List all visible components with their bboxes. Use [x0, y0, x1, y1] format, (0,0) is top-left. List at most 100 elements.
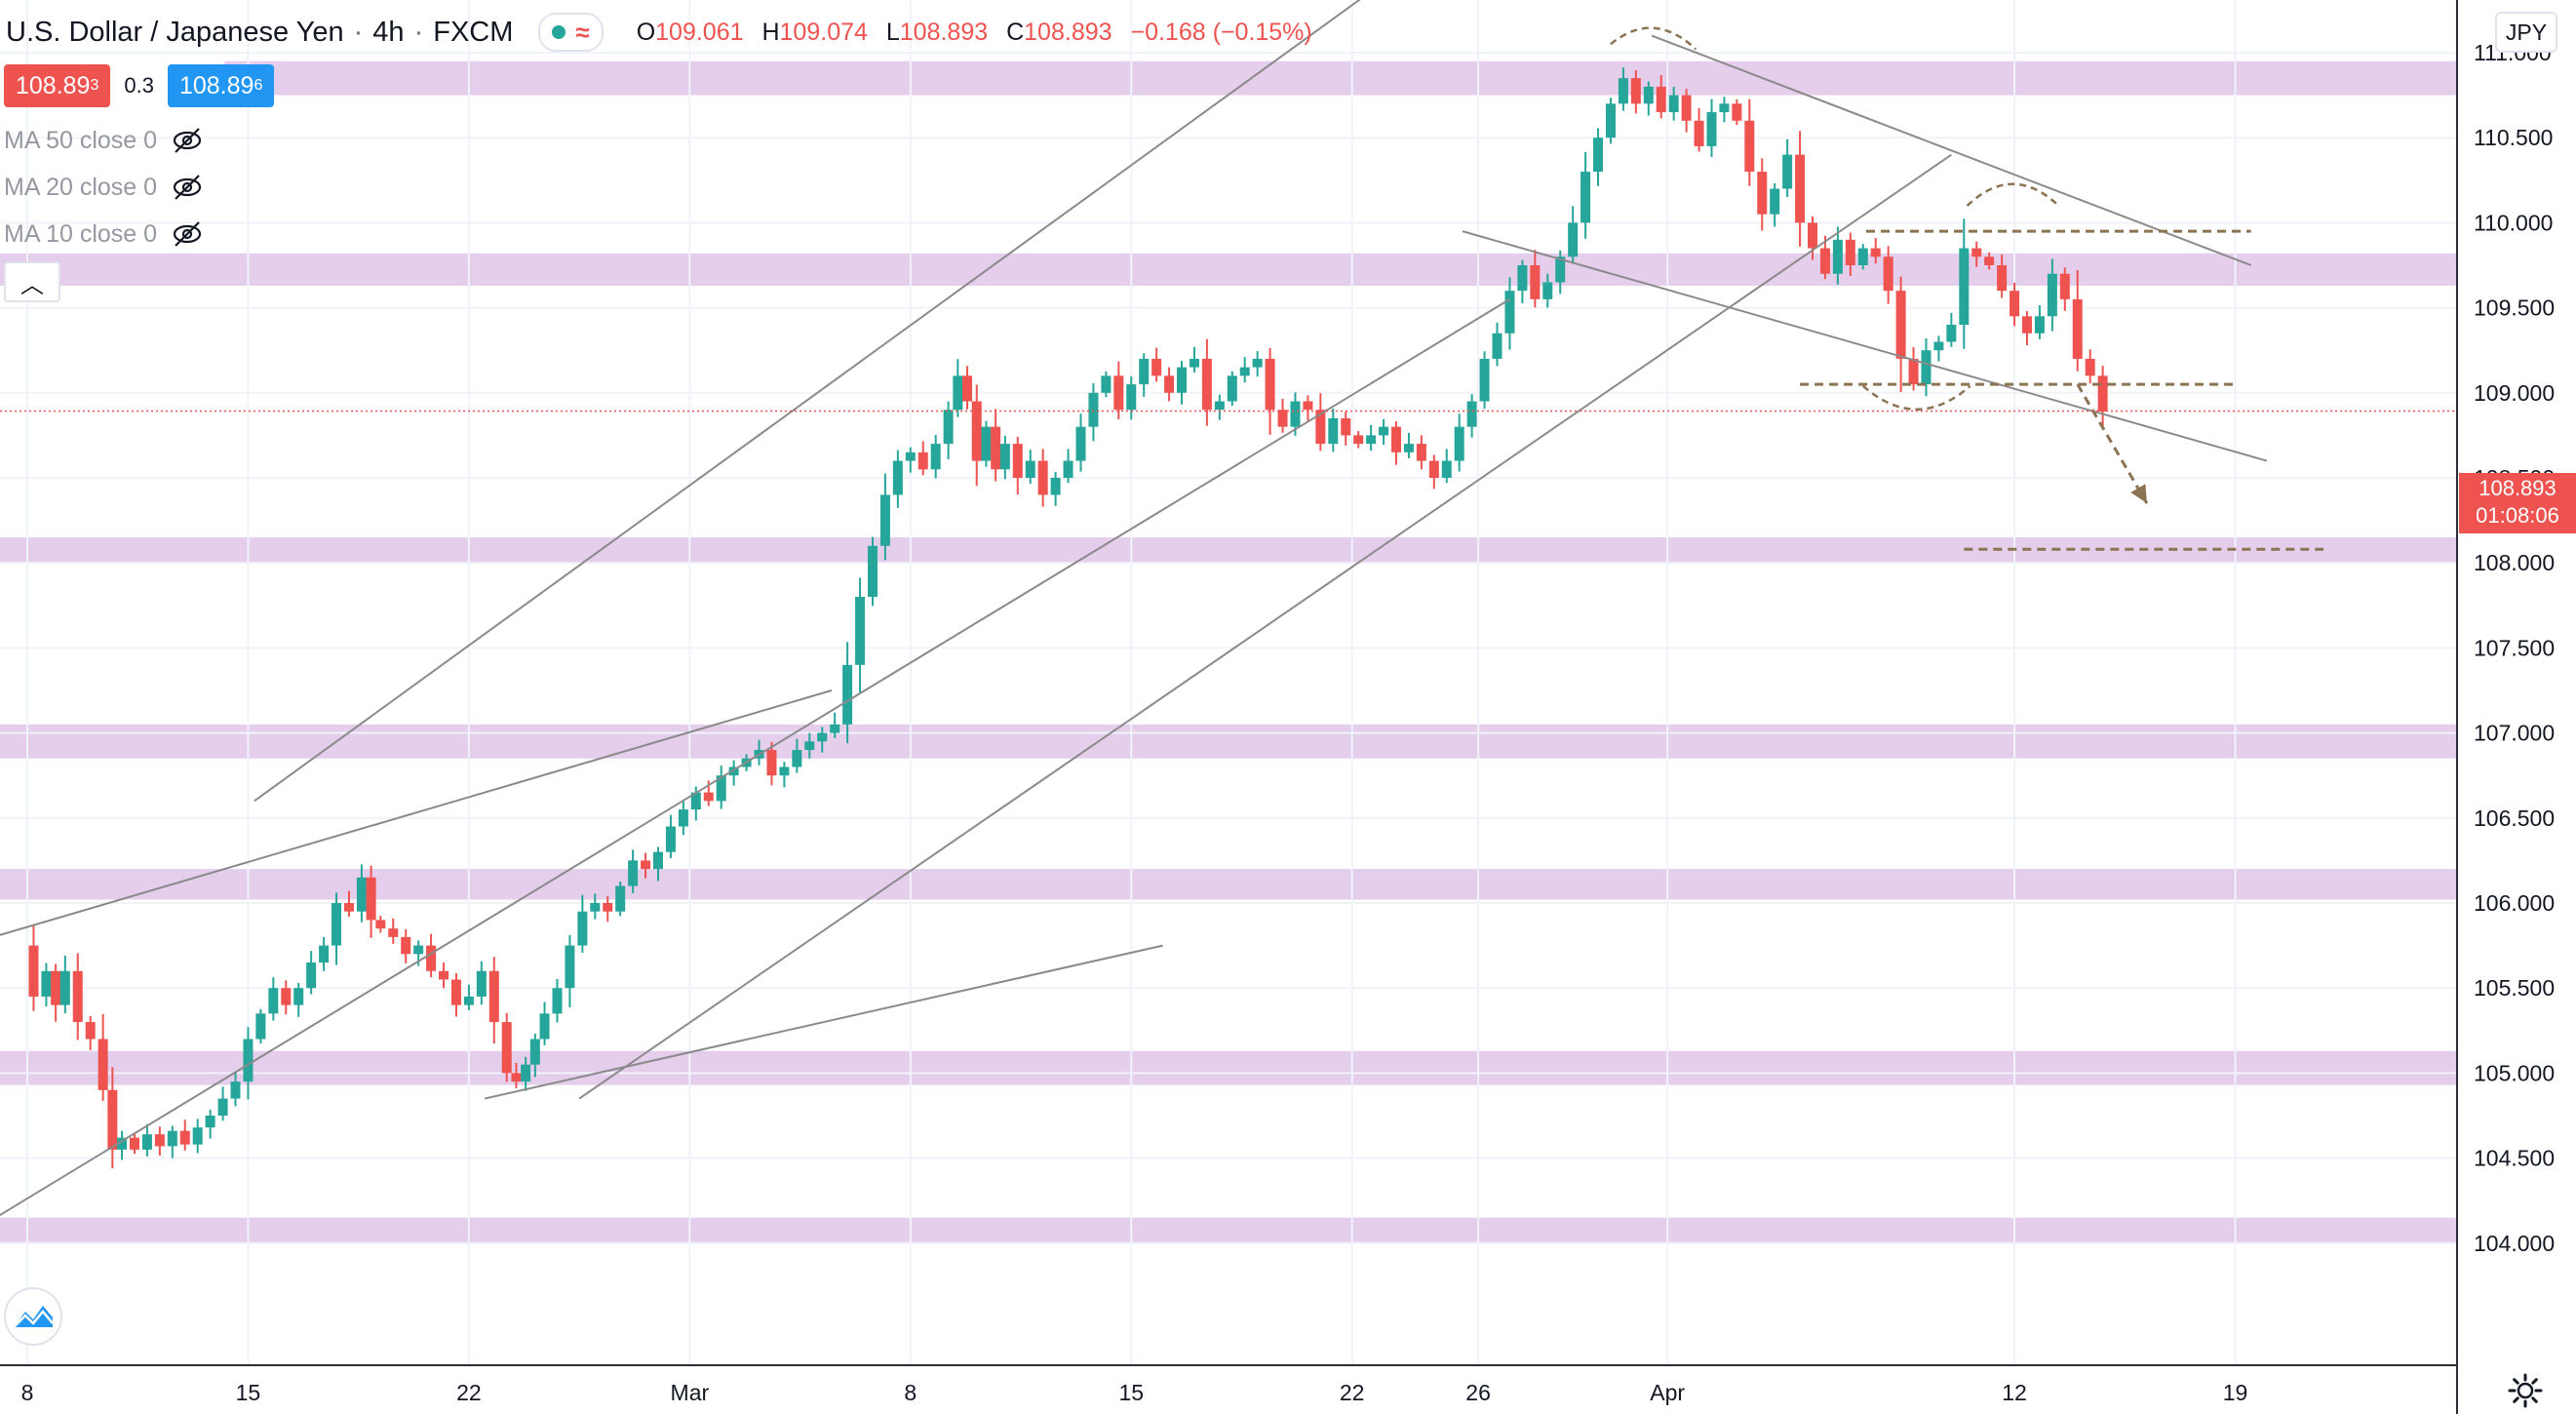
candle-body	[552, 988, 563, 1014]
candle-body	[1895, 291, 1906, 359]
candle-body	[281, 988, 292, 1005]
candle-body	[28, 945, 39, 997]
buy-price-button[interactable]: 108.89 6	[167, 64, 275, 107]
candle-body	[1063, 460, 1073, 478]
candle-body	[2072, 298, 2083, 359]
candle-body	[830, 724, 840, 733]
candle-body	[1227, 375, 1237, 402]
candle-body	[51, 970, 61, 1005]
symbol-name[interactable]: U.S. Dollar / Japanese Yen	[6, 16, 344, 48]
candle-body	[375, 920, 386, 929]
candle-body	[804, 741, 815, 751]
time-tick-label: 22	[1340, 1380, 1365, 1405]
candle-body	[991, 426, 1001, 470]
candle-body	[1719, 103, 1730, 113]
candle-body	[905, 452, 916, 461]
candle-body	[867, 545, 878, 598]
candle-body	[141, 1134, 152, 1150]
time-tick-label: 12	[2002, 1380, 2027, 1405]
sell-price-button[interactable]: 108.89 3	[4, 64, 111, 107]
indicator-ma20[interactable]: MA 20 close 0	[4, 168, 204, 207]
candle-body	[2034, 316, 2045, 334]
candle-body	[1971, 248, 1982, 257]
candle-body	[855, 597, 866, 665]
indicator-ma10[interactable]: MA 10 close 0	[4, 215, 204, 254]
high-value: 109.074	[779, 18, 868, 46]
candle-body	[766, 750, 777, 776]
candle-body	[1189, 358, 1199, 368]
low-label: L	[885, 18, 900, 46]
candle-body	[603, 903, 613, 912]
candle-body	[1479, 358, 1490, 402]
collapse-legend-button[interactable]: ︿	[4, 261, 60, 302]
open-value: 109.061	[655, 18, 744, 46]
candle-body	[539, 1013, 550, 1040]
candle-body	[450, 979, 461, 1005]
candle-body	[917, 452, 928, 470]
eye-off-icon[interactable]	[171, 219, 204, 249]
sr-zone	[0, 253, 2457, 286]
price-tick-label: 105.000	[2474, 1060, 2555, 1085]
trendline	[254, 0, 1361, 803]
candle-body	[1555, 256, 1566, 283]
time-tick-label: Apr	[1650, 1380, 1685, 1405]
candle-body	[1113, 375, 1124, 411]
candle-body	[41, 970, 52, 997]
candle-body	[1997, 265, 2008, 292]
market-status-badge[interactable]: ≈	[538, 13, 604, 52]
candle-body	[154, 1134, 165, 1147]
candle-body	[1403, 444, 1414, 452]
chevron-up-icon: ︿	[20, 271, 44, 298]
currency-unit-badge[interactable]: JPY	[2495, 12, 2557, 53]
interval-label[interactable]: 4h	[372, 16, 405, 48]
candle-body	[332, 903, 342, 946]
pattern-arc	[1966, 182, 2060, 207]
candle-body	[1366, 435, 1377, 445]
candle-body	[1643, 86, 1654, 104]
candle-body	[1454, 426, 1464, 461]
candle-body	[511, 1073, 522, 1082]
grid-lines	[0, 0, 2457, 1365]
candle-body	[1706, 112, 1717, 146]
candle-body	[1668, 95, 1679, 113]
candle-body	[1428, 460, 1439, 478]
eye-off-icon[interactable]	[171, 126, 204, 155]
candle-body	[892, 460, 903, 495]
indicator-ma50[interactable]: MA 50 close 0	[4, 121, 204, 160]
candle-body	[1782, 154, 1793, 189]
time-tick-label: 8	[904, 1380, 917, 1405]
candle-body	[1252, 358, 1263, 368]
candle-body	[1101, 375, 1112, 393]
candle-body	[463, 996, 474, 1005]
candle-body	[1530, 265, 1541, 299]
candle-body	[476, 970, 487, 997]
low-value: 108.893	[899, 18, 989, 46]
close-label: C	[1006, 18, 1025, 46]
tradingview-logo-icon[interactable]	[4, 1287, 62, 1346]
candle-body	[953, 375, 963, 411]
candle-body	[1542, 282, 1553, 299]
time-tick-label: 19	[2223, 1380, 2248, 1405]
candle-body	[529, 1039, 540, 1065]
candle-body	[1012, 444, 1023, 478]
gear-icon[interactable]	[2506, 1371, 2545, 1410]
candle-body	[1694, 120, 1704, 146]
candle-body	[665, 826, 676, 852]
close-value: 108.893	[1024, 18, 1112, 46]
candle-body	[243, 1039, 254, 1082]
candle-body	[356, 877, 367, 912]
candle-body	[1353, 435, 1364, 445]
candle-body	[388, 928, 399, 937]
spread-value: 0.3	[124, 73, 154, 98]
candle-body	[205, 1116, 215, 1128]
candle-body	[117, 1137, 128, 1150]
candle-body	[817, 732, 828, 742]
candle-body	[1946, 325, 1957, 342]
eye-off-icon[interactable]	[171, 173, 204, 202]
buy-price-pip: 6	[254, 77, 263, 94]
time-tick-label: 15	[236, 1380, 261, 1405]
candle-body	[703, 792, 714, 802]
candle-body	[590, 903, 601, 912]
